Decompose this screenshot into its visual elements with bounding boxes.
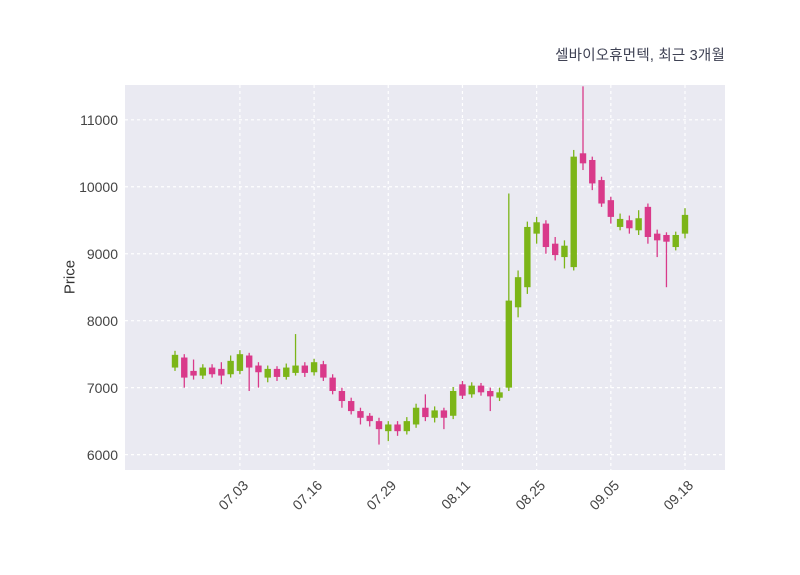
candle-body — [477, 385, 485, 393]
candle-body — [394, 424, 401, 432]
candle-body — [635, 218, 642, 231]
candle-body — [487, 390, 494, 397]
candle-body — [264, 368, 271, 378]
candle-body — [181, 357, 188, 378]
candle-body — [524, 226, 531, 288]
candle-body — [199, 367, 207, 376]
candle-body — [607, 200, 615, 217]
y-axis-label: Price — [61, 259, 79, 295]
candle-body — [542, 223, 550, 248]
candle-body — [468, 385, 475, 395]
candle-body — [171, 354, 179, 368]
candle-body — [236, 354, 244, 371]
candle-body — [412, 407, 420, 425]
x-tick-label: 09.18 — [660, 477, 697, 514]
candle-body — [190, 370, 197, 376]
candle-body — [385, 424, 392, 432]
candle-body — [514, 277, 522, 308]
candle-body — [218, 368, 225, 376]
x-tick-label: 07.16 — [289, 477, 326, 514]
x-tick-label: 07.03 — [215, 477, 252, 514]
y-tick-label: 11000 — [80, 111, 118, 128]
candle-body — [644, 206, 652, 237]
candle-body — [208, 367, 216, 375]
candle-body — [551, 243, 559, 256]
x-tick-label: 08.11 — [438, 477, 474, 513]
candle-body — [431, 410, 438, 418]
candle-body — [672, 234, 679, 248]
candle-body — [301, 365, 309, 373]
x-tick-label: 09.05 — [586, 477, 623, 514]
candle-body — [653, 233, 661, 241]
x-tick-label: 08.25 — [511, 477, 548, 514]
y-tick-label: 9000 — [86, 245, 118, 262]
candle-body — [598, 180, 605, 204]
candle-body — [449, 390, 457, 416]
candle-body — [329, 377, 336, 391]
candle-body — [570, 156, 577, 268]
candle-body — [357, 411, 364, 418]
candle-body — [375, 421, 383, 430]
x-tick-label: 07.29 — [363, 477, 400, 514]
plot-area — [125, 85, 725, 470]
candle-body — [626, 220, 633, 229]
y-tick-label: 8000 — [86, 312, 118, 329]
candle-body — [255, 365, 262, 373]
candle-body — [227, 360, 234, 375]
candle-body — [422, 407, 429, 418]
candle-body — [310, 362, 318, 373]
candle-body — [283, 367, 290, 377]
candle-body — [440, 410, 448, 418]
candle-body — [616, 218, 624, 227]
candle-body — [561, 245, 568, 258]
y-tick-label: 10000 — [79, 178, 118, 195]
candle-body — [505, 300, 513, 388]
candle-body — [292, 365, 299, 373]
candle-body — [273, 368, 281, 377]
candle-body — [579, 153, 587, 164]
candle-body — [589, 159, 596, 184]
candle-body — [320, 364, 327, 378]
y-tick-label: 6000 — [86, 446, 118, 463]
candle-body — [403, 421, 411, 432]
candle-body — [245, 355, 253, 368]
candle-body — [366, 415, 373, 422]
candle-body — [681, 214, 689, 234]
candle-body — [459, 384, 466, 396]
candle-body — [663, 234, 670, 242]
y-tick-label: 7000 — [86, 379, 118, 396]
candle-body — [347, 401, 355, 412]
candle-body — [338, 390, 346, 402]
candlestick-chart — [125, 85, 725, 470]
candle-body — [496, 392, 503, 398]
candle-body — [533, 222, 540, 234]
chart-title: 셀바이오휴먼텍, 최근 3개월 — [555, 48, 725, 64]
